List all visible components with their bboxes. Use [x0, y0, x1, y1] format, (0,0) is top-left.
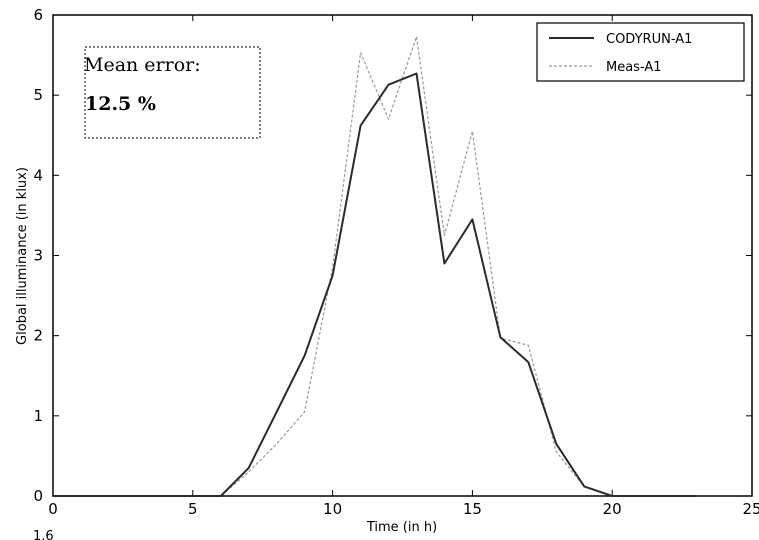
series-line-codyrun-a1 [53, 72, 697, 497]
legend-label-codyrun: CODYRUN-A1 [606, 32, 692, 47]
x-tick-label: 10 [323, 500, 342, 518]
legend-label-meas: Meas-A1 [606, 60, 662, 75]
mean-error-value: 12.5 % [85, 93, 156, 115]
legend: CODYRUN-A1 Meas-A1 [536, 22, 745, 82]
mean-error-frame [84, 46, 261, 139]
legend-frame [536, 22, 745, 82]
x-axis-ticks: 0 5 10 15 20 25 [48, 15, 759, 518]
y-tick-label: 3 [33, 247, 43, 265]
y-tick-label: 2 [33, 327, 43, 345]
mean-error-label: Mean error: [84, 54, 201, 76]
x-tick-label: 5 [188, 500, 198, 518]
y-tick-label: 0 [33, 487, 43, 505]
y-tick-label: 6 [33, 6, 43, 24]
y-tick-label: 4 [33, 166, 43, 184]
plot-area [52, 14, 753, 497]
mean-error-box: Mean error: 12.5 % [84, 46, 261, 139]
x-tick-label: 20 [603, 500, 622, 518]
y-tick-label: 5 [33, 86, 43, 104]
x-axis-title: Time (in h) [366, 520, 437, 535]
y-tick-label: 1 [33, 407, 43, 425]
series-layer [53, 35, 697, 497]
x-tick-label: 15 [463, 500, 482, 518]
corner-text: 1.6 [33, 529, 54, 540]
x-tick-label: 25 [742, 500, 759, 518]
x-tick-label: 0 [48, 500, 58, 518]
y-axis-title: Global illuminance (in klux) [15, 167, 30, 345]
